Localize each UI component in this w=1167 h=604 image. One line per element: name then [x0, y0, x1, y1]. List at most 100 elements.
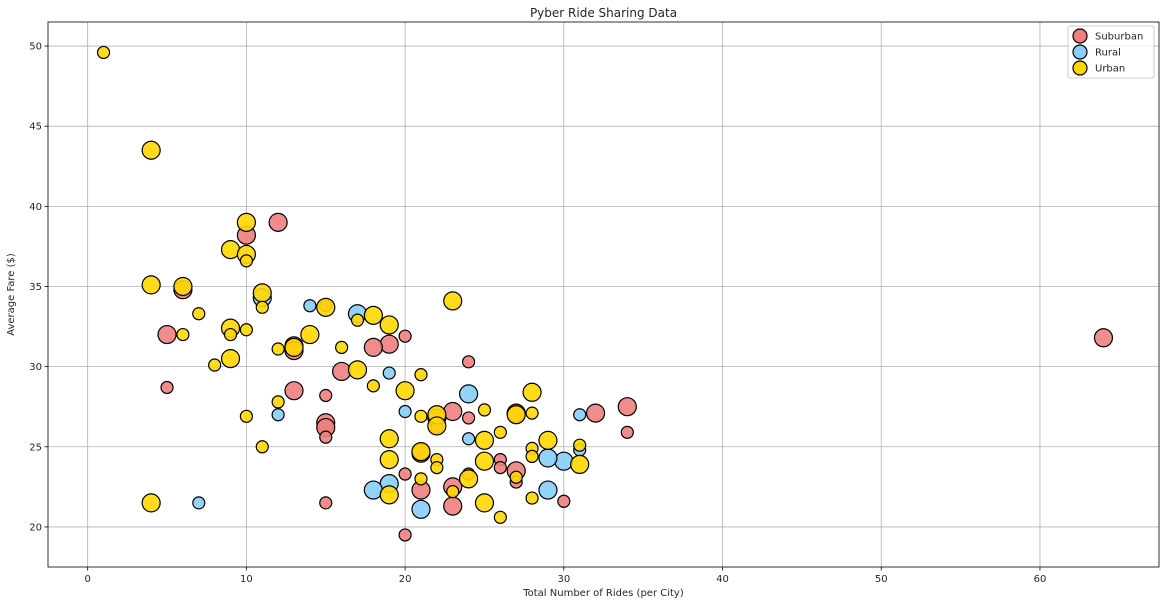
data-point-rural — [398, 404, 412, 419]
data-point-urban — [379, 429, 399, 449]
data-point-urban — [316, 297, 336, 317]
x-tick-label: 10 — [240, 574, 253, 585]
data-point-urban — [347, 360, 368, 380]
y-tick-label: 40 — [29, 202, 42, 213]
data-point-suburban — [319, 430, 333, 444]
data-point-suburban — [620, 425, 634, 439]
data-point-urban — [255, 300, 269, 314]
legend-box — [1067, 25, 1155, 79]
x-axis-label: Total Number of Rides (per City) — [522, 588, 684, 599]
data-point-suburban — [617, 397, 637, 417]
data-point-urban — [493, 425, 507, 439]
data-point-urban — [379, 485, 399, 505]
data-point-urban — [223, 327, 238, 342]
data-point-suburban — [268, 212, 288, 232]
data-point-rural — [411, 499, 431, 519]
data-point-urban — [443, 291, 463, 311]
plot-frame — [47, 21, 1160, 568]
data-point-urban — [430, 461, 444, 475]
grid — [48, 22, 1159, 567]
data-point-rural — [303, 299, 317, 313]
data-point-rural — [271, 408, 285, 422]
data-point-suburban — [157, 324, 177, 345]
data-point-urban — [493, 510, 507, 524]
x-tick-label: 30 — [557, 574, 570, 585]
data-point-suburban — [398, 528, 412, 542]
data-point-urban — [271, 395, 285, 409]
data-point-urban — [395, 381, 415, 401]
data-point-suburban — [398, 467, 412, 481]
data-point-suburban — [398, 329, 412, 343]
data-point-urban — [525, 406, 539, 420]
data-point-urban — [300, 324, 320, 345]
data-point-urban — [284, 337, 304, 357]
y-tick-label: 50 — [29, 42, 42, 53]
data-point-urban — [477, 403, 492, 417]
data-point-suburban — [319, 388, 333, 403]
legend-marker-urban — [1072, 60, 1088, 76]
data-point-urban — [220, 240, 241, 260]
data-point-urban — [239, 409, 253, 423]
series-suburban — [157, 212, 1114, 542]
data-point-urban — [379, 315, 399, 335]
data-point-urban — [474, 451, 495, 471]
data-point-urban — [570, 454, 590, 475]
data-point-urban — [379, 450, 399, 470]
data-point-urban — [506, 405, 526, 425]
data-point-urban — [474, 493, 495, 513]
data-point-urban — [538, 430, 558, 450]
data-point-urban — [335, 340, 349, 354]
data-point-urban — [522, 382, 542, 402]
data-point-urban — [411, 441, 431, 462]
data-point-urban — [363, 305, 383, 325]
legend-marker-rural — [1072, 44, 1088, 60]
y-tick-label: 35 — [29, 282, 42, 293]
data-point-urban — [509, 470, 523, 484]
legend-label-rural: Rural — [1095, 48, 1121, 59]
data-point-urban — [414, 368, 428, 382]
data-point-suburban — [1093, 328, 1114, 348]
x-tick-label: 20 — [399, 574, 412, 585]
series-urban — [96, 45, 590, 524]
data-point-urban — [176, 327, 190, 342]
axis-ticks: 0 10 20 30 40 50 60 20 25 30 35 40 45 50 — [29, 42, 1046, 585]
legend-label-suburban: Suburban — [1095, 32, 1143, 43]
data-point-urban — [573, 438, 587, 452]
x-tick-label: 40 — [716, 574, 729, 585]
data-point-urban — [141, 493, 161, 513]
legend: Suburban Rural Urban — [1067, 25, 1155, 79]
data-point-urban — [239, 254, 253, 268]
data-point-urban — [446, 485, 460, 499]
data-point-urban — [414, 409, 428, 423]
data-point-suburban — [461, 411, 476, 425]
data-point-rural — [382, 366, 396, 380]
data-point-urban — [252, 283, 272, 303]
data-point-suburban — [493, 461, 507, 475]
data-point-urban — [236, 212, 256, 232]
data-point-rural — [538, 480, 558, 500]
data-point-urban — [96, 45, 111, 60]
data-point-urban — [220, 349, 241, 369]
x-tick-label: 50 — [875, 574, 888, 585]
data-point-suburban — [379, 334, 399, 354]
legend-marker-suburban — [1072, 28, 1088, 44]
data-point-suburban — [585, 403, 606, 423]
data-point-urban — [525, 449, 539, 463]
data-point-rural — [538, 448, 558, 468]
data-point-rural — [458, 384, 479, 404]
data-point-urban — [525, 491, 539, 505]
data-point-urban — [427, 416, 447, 436]
data-point-urban — [141, 275, 161, 295]
data-point-suburban — [557, 494, 571, 508]
chart-title: Pyber Ride Sharing Data — [530, 6, 677, 20]
data-point-suburban — [332, 361, 352, 382]
data-point-rural — [573, 408, 587, 422]
x-tick-label: 0 — [84, 574, 90, 585]
data-point-suburban — [461, 355, 476, 369]
y-tick-label: 25 — [29, 442, 42, 453]
data-point-urban — [474, 430, 495, 450]
y-axis-label: Average Fare ($) — [6, 253, 17, 336]
data-point-urban — [255, 440, 269, 454]
